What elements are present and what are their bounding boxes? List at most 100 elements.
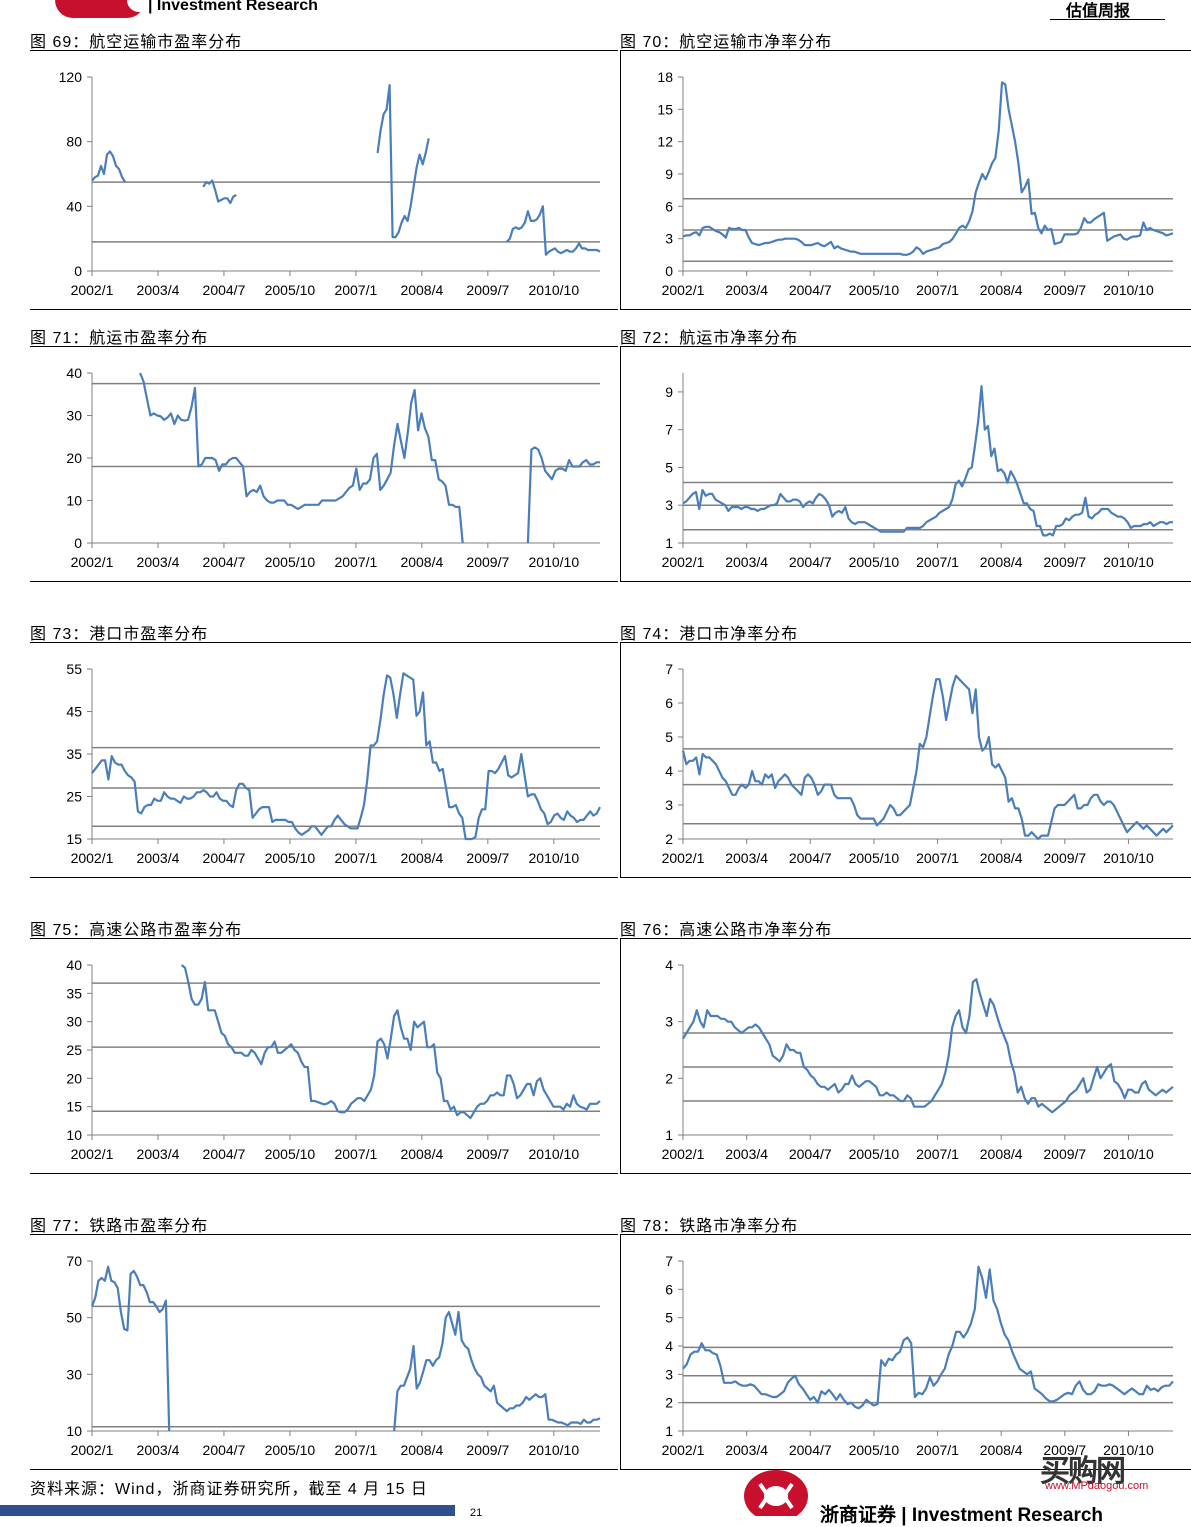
x-tick-label: 2010/10 <box>529 1442 580 1458</box>
x-tick-label: 2009/7 <box>1043 850 1086 866</box>
x-tick-label: 2008/4 <box>980 282 1023 298</box>
x-tick-label: 2007/1 <box>916 282 959 298</box>
y-tick-label: 15 <box>66 831 82 847</box>
x-tick-label: 2008/4 <box>400 1442 443 1458</box>
y-tick-label: 30 <box>66 1366 82 1382</box>
x-tick-label: 2009/7 <box>1043 1146 1086 1162</box>
x-tick-label: 2008/4 <box>980 1146 1023 1162</box>
y-tick-label: 10 <box>66 493 82 509</box>
x-tick-label: 2003/4 <box>137 1146 180 1162</box>
x-tick-label: 2010/10 <box>529 282 580 298</box>
series-line <box>682 81 1174 256</box>
x-tick-label: 2009/7 <box>466 1146 509 1162</box>
y-tick-label: 2 <box>665 1395 673 1411</box>
x-tick-label: 2005/10 <box>849 282 900 298</box>
series-line <box>139 372 600 544</box>
chart-fig74: 2 3 4 5 6 7 2002/1 2003/4 2004/7 2005/10 2007/1 200… <box>662 661 1174 866</box>
y-tick-label: 9 <box>665 384 673 400</box>
y-tick-label: 1 <box>665 1127 673 1143</box>
y-tick-label: 40 <box>66 957 82 973</box>
x-tick-label: 2008/4 <box>400 282 443 298</box>
x-tick-label: 2005/10 <box>849 554 900 570</box>
figure-title: 图 70：航空运输市净率分布 <box>620 34 833 51</box>
x-tick-label: 2007/1 <box>334 1442 377 1458</box>
x-tick-label: 2010/10 <box>529 850 580 866</box>
figure-title: 图 77：铁路市盈率分布 <box>30 1218 209 1235</box>
y-tick-label: 10 <box>66 1127 82 1143</box>
y-tick-label: 35 <box>66 985 82 1001</box>
x-tick-label: 2005/10 <box>265 1442 316 1458</box>
x-tick-label: 2009/7 <box>1043 1442 1086 1458</box>
x-tick-label: 2002/1 <box>662 282 705 298</box>
figure-title: 图 69：航空运输市盈率分布 <box>30 34 243 51</box>
watermark-url: www.MPdaogou.com <box>1045 1480 1149 1492</box>
y-tick-label: 120 <box>59 69 83 85</box>
x-tick-label: 2004/7 <box>789 850 832 866</box>
x-tick-label: 2003/4 <box>137 1442 180 1458</box>
x-tick-label: 2003/4 <box>725 1146 768 1162</box>
x-tick-label: 2007/1 <box>916 1442 959 1458</box>
figure-title: 图 75：高速公路市盈率分布 <box>30 922 243 939</box>
x-tick-label: 2002/1 <box>662 1146 705 1162</box>
y-tick-label: 15 <box>657 101 673 117</box>
watermark: 买购网 www.MPdaogou.com <box>1040 1446 1175 1496</box>
y-tick-label: 2 <box>665 831 673 847</box>
y-tick-label: 30 <box>66 1014 82 1030</box>
x-tick-label: 2003/4 <box>725 554 768 570</box>
y-tick-label: 6 <box>665 198 673 214</box>
x-tick-label: 2003/4 <box>137 282 180 298</box>
x-tick-label: 2003/4 <box>725 282 768 298</box>
x-tick-label: 2002/1 <box>662 554 705 570</box>
x-tick-label: 2009/7 <box>466 1442 509 1458</box>
x-tick-label: 2007/1 <box>334 282 377 298</box>
y-tick-label: 4 <box>665 957 673 973</box>
x-tick-label: 2004/7 <box>203 1442 246 1458</box>
x-tick-label: 2003/4 <box>725 1442 768 1458</box>
x-tick-label: 2008/4 <box>400 850 443 866</box>
y-tick-label: 0 <box>665 263 673 279</box>
y-tick-label: 20 <box>66 1070 82 1086</box>
x-tick-label: 2002/1 <box>662 1442 705 1458</box>
x-tick-label: 2009/7 <box>1043 554 1086 570</box>
x-tick-label: 2007/1 <box>916 1146 959 1162</box>
y-tick-label: 70 <box>66 1253 82 1269</box>
y-tick-label: 18 <box>657 69 673 85</box>
x-tick-label: 2004/7 <box>789 554 832 570</box>
y-tick-label: 7 <box>665 422 673 438</box>
chart-fig71: 0 10 20 30 40 2002/1 2003/4 2004/7 2005/10 2007/1… <box>66 365 600 570</box>
x-tick-label: 2005/10 <box>265 1146 316 1162</box>
y-tick-label: 0 <box>74 535 82 551</box>
header-title: | Investment Research <box>148 0 318 14</box>
x-tick-label: 2010/10 <box>1103 1442 1154 1458</box>
x-tick-label: 2002/1 <box>71 554 114 570</box>
x-tick-label: 2005/10 <box>849 850 900 866</box>
figure-title: 图 72：航运市净率分布 <box>620 330 799 347</box>
company-logo-icon <box>744 1470 808 1516</box>
x-tick-label: 2004/7 <box>789 282 832 298</box>
x-tick-label: 2005/10 <box>849 1146 900 1162</box>
x-tick-label: 2004/7 <box>789 1442 832 1458</box>
x-tick-label: 2002/1 <box>71 1146 114 1162</box>
x-tick-label: 2005/10 <box>849 1442 900 1458</box>
figure-title: 图 71：航运市盈率分布 <box>30 330 209 347</box>
y-tick-label: 2 <box>665 1070 673 1086</box>
y-tick-label: 9 <box>665 166 673 182</box>
series-line <box>682 385 1173 537</box>
x-tick-label: 2002/1 <box>71 850 114 866</box>
footer-company-name: 浙商证券 | Investment Research <box>820 1505 1104 1526</box>
chart-fig70: 0 3 6 9 12 15 18 2002/1 2003/4 2004/7 2005/10 2007/… <box>657 69 1174 298</box>
x-tick-label: 2003/4 <box>725 850 768 866</box>
y-tick-label: 3 <box>665 1366 673 1382</box>
chart-fig77: 10 30 50 70 2002/1 2003/4 2004/7 2005/10 2007/1 2… <box>66 1253 601 1458</box>
y-tick-label: 12 <box>657 134 673 150</box>
x-tick-label: 2009/7 <box>466 554 509 570</box>
y-tick-label: 7 <box>665 1253 673 1269</box>
x-tick-label: 2007/1 <box>334 1146 377 1162</box>
y-tick-label: 15 <box>66 1099 82 1115</box>
x-tick-label: 2008/4 <box>400 1146 443 1162</box>
x-tick-label: 2003/4 <box>137 554 180 570</box>
x-tick-label: 2010/10 <box>1103 554 1154 570</box>
series-line <box>682 1265 1174 1410</box>
x-tick-label: 2005/10 <box>265 554 316 570</box>
y-tick-label: 5 <box>665 729 673 745</box>
